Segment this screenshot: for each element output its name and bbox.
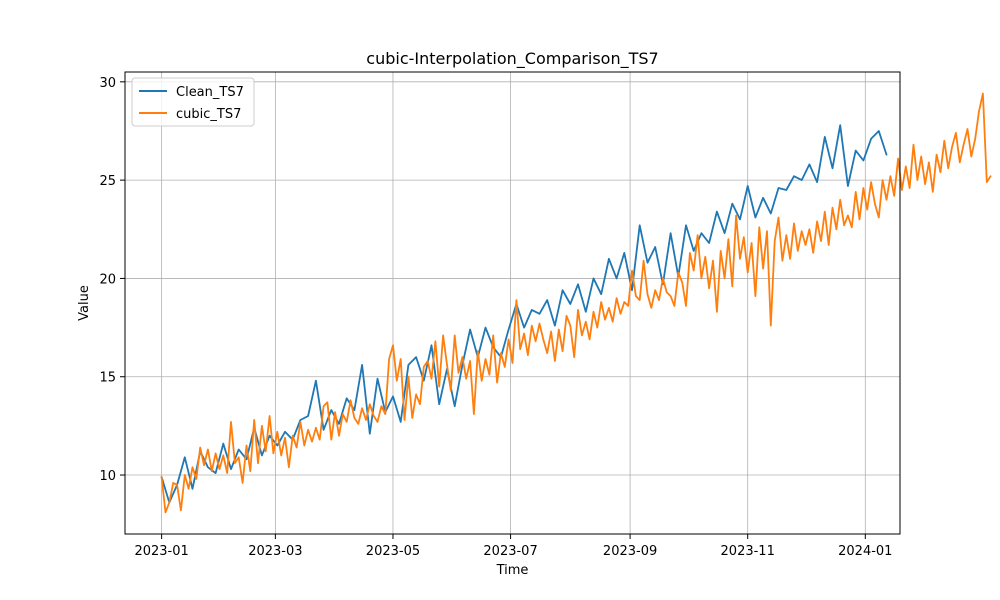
gridlines: [125, 72, 900, 534]
y-tick-label: 30: [99, 76, 116, 91]
legend-label-cubic: cubic_TS7: [176, 107, 241, 122]
x-tick-label: 2024-01: [838, 544, 892, 559]
y-tick-label: 15: [99, 371, 116, 386]
y-axis: 10 15 20 25 30: [99, 76, 125, 484]
series-layer: [160, 92, 992, 514]
x-tick-label: 2023-03: [248, 544, 302, 559]
y-tick-label: 20: [99, 272, 116, 287]
x-axis: 2023-01 2023-03 2023-05 2023-07 2023-09 2023-…: [134, 534, 892, 559]
x-tick-label: 2023-07: [483, 544, 537, 559]
y-tick-label: 25: [99, 174, 116, 189]
x-tick-label: 2023-01: [134, 544, 188, 559]
series-line-cubic-ts7: [160, 92, 992, 514]
y-axis-label: Value: [77, 285, 92, 321]
x-axis-label: Time: [496, 563, 529, 578]
plot-frame: [124, 71, 901, 535]
x-tick-label: 2023-05: [366, 544, 420, 559]
series-line-clean-ts7: [160, 124, 888, 504]
y-tick-label: 10: [99, 469, 116, 484]
x-tick-label: 2023-11: [721, 544, 775, 559]
legend-label-clean: Clean_TS7: [176, 85, 244, 100]
legend: Clean_TS7 cubic_TS7: [131, 77, 255, 127]
chart-title: cubic-Interpolation_Comparison_TS7: [366, 49, 658, 69]
x-tick-label: 2023-09: [603, 544, 657, 559]
